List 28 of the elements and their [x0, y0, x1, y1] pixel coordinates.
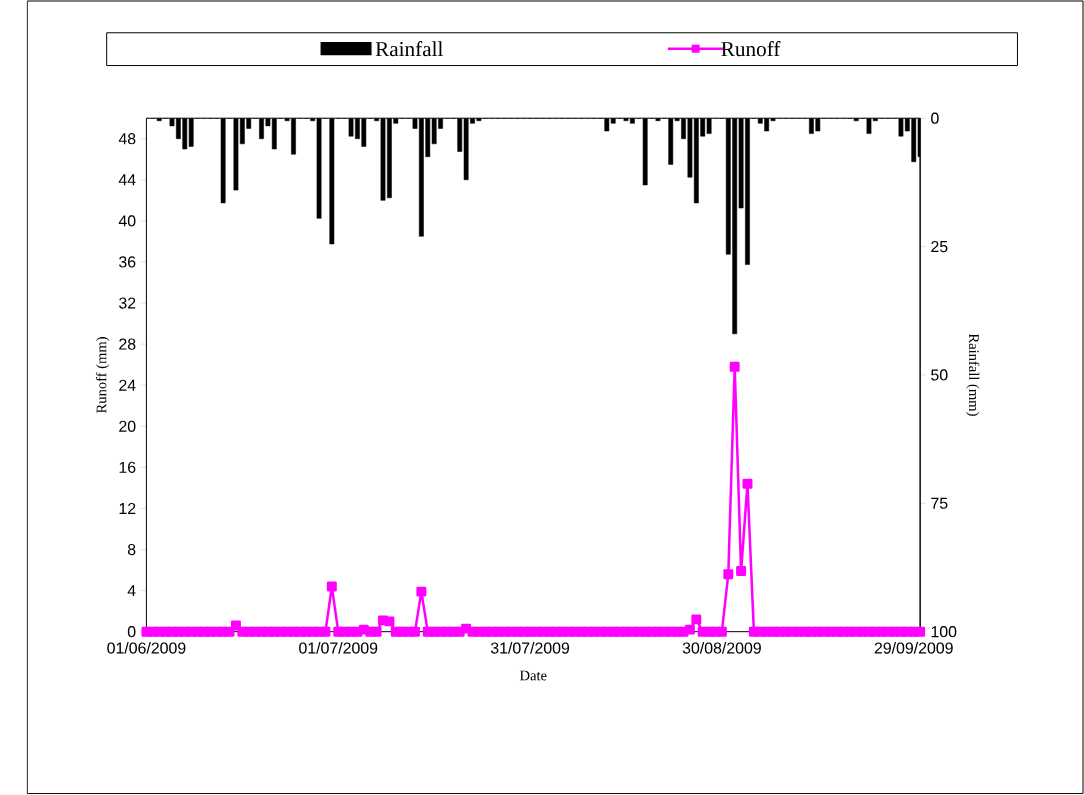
y-tick-label: 20 [119, 420, 136, 433]
y2-tick-label: 75 [931, 497, 948, 510]
y-axis-title: Runoff (mm) [95, 337, 110, 414]
y-tick-label: 16 [119, 461, 136, 474]
y2-tick-label: 50 [931, 369, 948, 381]
y-tick-label: 28 [119, 338, 136, 350]
y-tick-label: 40 [118, 215, 136, 227]
x-tick-label: 30/08/2009 [682, 642, 761, 654]
legend-label: Runoff [721, 41, 781, 57]
legend-label: Rainfall [375, 41, 443, 57]
x-axis-title: Date [519, 670, 547, 681]
y-tick-label: 24 [119, 379, 136, 391]
y-tick-label: 44 [118, 174, 136, 186]
x-tick-label: 31/07/2009 [490, 642, 570, 654]
y2-tick-label: 100 [931, 626, 957, 638]
y2-axis-title: Rainfall (mm) [966, 334, 980, 416]
y-tick-label: 36 [119, 256, 136, 268]
y2-tick-label: 0 [931, 112, 939, 125]
x-tick-label: 29/09/2009 [874, 642, 953, 654]
y-tick-label: 0 [127, 626, 136, 638]
y-tick-label: 32 [119, 297, 136, 309]
x-tick-label: 01/06/2009 [107, 642, 186, 654]
y-tick-label: 48 [118, 133, 136, 145]
y-tick-label: 12 [119, 503, 136, 515]
x-tick-label: 01/07/2009 [299, 642, 378, 654]
y2-tick-label: 25 [931, 241, 948, 253]
y-tick-label: 8 [127, 544, 136, 556]
y-tick-label: 4 [127, 585, 136, 597]
